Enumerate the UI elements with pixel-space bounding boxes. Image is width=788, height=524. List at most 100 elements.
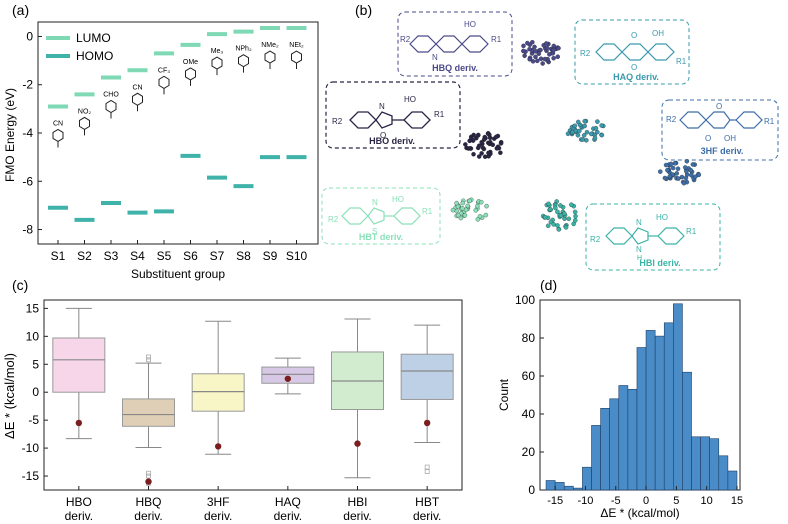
a-xtick-label: S9 [263,249,278,263]
c-xtick-label-line1: HAQ [275,495,301,509]
panel-d-label: (d) [540,277,557,293]
marker-point [284,375,292,382]
cluster-point [683,175,689,181]
box [191,373,245,412]
d-ytick-label: 60 [522,369,536,383]
c-ytick-label: 10 [26,329,40,343]
cluster-point [575,119,581,125]
substituent-label: CHO [103,92,119,99]
cluster-point [580,137,586,142]
cluster-point [572,123,578,129]
hbq-structure-box: R2 N HO R1 HBQ deriv. [397,11,513,77]
haq-r2: R2 [580,49,591,58]
hbq-ring-1 [409,35,437,53]
cluster-point [592,135,598,141]
hbi-n-top: N [636,218,642,227]
cluster-point [482,154,488,159]
c-xtick-label-line1: HBT [415,495,440,509]
substituent-ring [52,128,64,143]
histogram-bar [600,407,610,491]
cluster-point [545,223,551,229]
hbt-ring-2 [367,207,385,225]
cluster-point [484,203,489,209]
panel-b: (b) R2 N HO R1 HBQ deriv. O OH R2 R1 O H… [321,2,779,271]
legend-lumo-label: LUMO [76,31,111,45]
hbi-ring-2 [631,227,649,245]
cluster-point [556,227,562,232]
histogram-bar [573,487,583,491]
d-ytick-label: 40 [522,407,536,421]
a-xtick-label: S7 [210,249,225,263]
outlier-point [146,354,151,360]
d-xtick-label: -15 [547,495,563,507]
cluster-point [563,225,569,230]
c-xtick-label-line2: deriv. [65,509,93,523]
substituent-label: CF₃ [158,67,170,74]
cluster-point [498,141,504,146]
haq-structure-box: O OH R2 R1 O HAQ deriv. [574,19,690,85]
cluster-point [522,53,527,59]
cluster-point [665,167,670,173]
substituent-label: NPh₂ [235,46,252,53]
substituent-ring [238,54,249,68]
marker-point [145,478,152,485]
cluster-point [546,201,551,207]
cluster-point [530,59,536,64]
cluster-point [693,174,698,179]
panel-d-y-label: Count [497,378,511,411]
hbo-r2: R2 [332,117,343,126]
cluster-point [454,208,459,214]
histogram-bar [618,385,629,491]
cluster-point [473,207,479,213]
c-ytick-label: 0 [32,385,39,399]
hbq-ring-2 [435,35,463,53]
panel-d: (d) 0 20 40 60 80 100 -15 -10 -5 0 5 10 15 Count ΔE… [497,277,743,520]
cluster-point [547,52,552,57]
hbi-r2: R2 [590,235,601,244]
cluster-point [466,146,471,151]
cluster-point [540,61,545,66]
substituent-ring [79,116,90,130]
histogram-bar [682,371,692,491]
3hf-o: O [705,134,711,143]
histogram-bar [627,388,638,491]
cluster-point [475,203,480,209]
cluster-point [498,150,503,155]
panel-c-x-axis: HBOderiv.HBQderiv.3HFderiv.HAQderiv.HBId… [65,486,441,523]
hbo-box-outline [325,81,461,149]
c-ytick-label: -5 [28,413,39,427]
cluster-point [485,131,491,136]
c-xtick-label-line2: deriv. [204,509,232,523]
cluster-point [595,119,600,124]
haq-o-bottom: O [631,63,637,72]
histogram-bar [582,466,592,491]
haq-o-top: O [631,31,637,40]
marker-point [214,443,222,450]
cluster-point [595,129,600,135]
cluster-point [471,151,476,157]
cluster-point [458,215,464,221]
d-xtick-label: 5 [673,495,679,507]
cluster-point [538,56,544,62]
cluster-point [460,206,465,211]
a-xtick-label: S2 [77,249,92,263]
hbt-ho: HO [392,195,404,204]
cluster-point [569,202,574,207]
hbi-ring-3 [657,227,685,245]
panel-c-y-axis: 15 10 5 0 -5 -10 -15 [22,301,48,483]
3hf-structure-box: R2 O O OH R1 3HF deriv. [661,99,779,161]
cluster-point [558,213,564,218]
outlier-point [424,469,430,474]
c-ytick-label: 5 [32,357,39,371]
cluster-point [555,209,560,215]
substituent-label: OMe [183,59,198,66]
d-xtick-label: -5 [611,495,621,507]
cluster-point [575,132,581,138]
hbo-label: HBO deriv. [369,136,415,146]
histogram-bar [691,436,701,491]
cluster-point [535,58,540,64]
marker-point [75,419,83,427]
cluster-point [476,143,482,148]
cluster-point [675,166,681,172]
cluster-point [480,145,486,151]
